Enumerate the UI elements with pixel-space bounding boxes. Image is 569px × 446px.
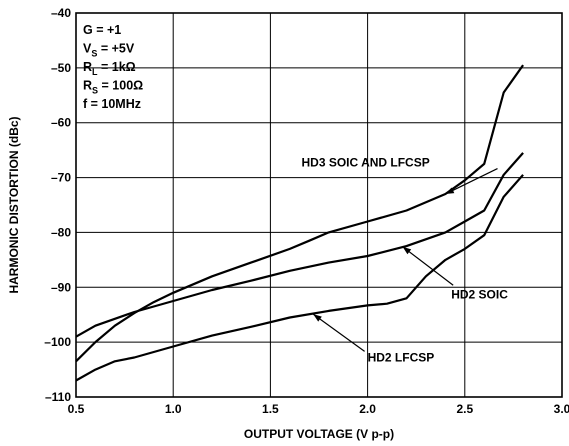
- y-axis-label: HARMONIC DISTORTION (dBc): [7, 116, 21, 293]
- series-line-2: [75, 174, 524, 382]
- y-tick-label: –40: [51, 6, 71, 20]
- y-tick-label: –110: [45, 390, 71, 404]
- annotation-arrowhead-1: [402, 246, 412, 255]
- grid: [76, 13, 562, 397]
- x-tick-label: 3.0: [554, 402, 569, 416]
- y-tick-label: –100: [44, 335, 71, 349]
- tick-labels: 0.5 1.0 1.5 2.0 2.5 3.0 –110 –100 –90 –80 –70 –60 –5…: [44, 6, 569, 416]
- series-layer: [75, 64, 524, 382]
- condition-line-4: f = 10MHz: [83, 97, 141, 111]
- x-tick-label: 1.0: [165, 402, 182, 416]
- x-tick-label: 2.5: [456, 402, 473, 416]
- x-axis-label: OUTPUT VOLTAGE (V p-p): [244, 427, 394, 441]
- annotation-layer: HD3 SOIC AND LFCSP HD2 SOIC HD2 LFCSP: [302, 156, 509, 365]
- series-line-0: [75, 64, 524, 363]
- condition-line-3: RS = 100Ω: [83, 79, 143, 96]
- y-tick-label: –90: [51, 280, 71, 294]
- x-tick-label: 2.0: [359, 402, 376, 416]
- x-tick-label: 0.5: [68, 402, 85, 416]
- condition-line-1: VS = +5V: [83, 42, 135, 59]
- annotation-label-0: HD3 SOIC AND LFCSP: [302, 156, 430, 170]
- condition-line-0: G = +1: [83, 23, 121, 37]
- annotation-leader-0: [445, 168, 498, 195]
- y-tick-label: –50: [51, 61, 71, 75]
- annotation-label-2: HD2 LFCSP: [368, 350, 435, 364]
- annotation-arrowhead-0: [445, 187, 455, 195]
- condition-line-2: RL = 1kΩ: [83, 60, 136, 77]
- annotation-label-1: HD2 SOIC: [451, 287, 508, 301]
- y-tick-label: –70: [51, 171, 71, 185]
- series-line-1: [75, 152, 524, 338]
- annotation-arrowhead-2: [313, 314, 322, 322]
- annotation-leader-1: [402, 246, 454, 286]
- y-tick-label: –80: [51, 225, 71, 239]
- y-tick-label: –60: [51, 116, 71, 130]
- x-tick-label: 1.5: [262, 402, 279, 416]
- plot-frame: [75, 12, 563, 398]
- annotation-leader-2: [312, 313, 365, 352]
